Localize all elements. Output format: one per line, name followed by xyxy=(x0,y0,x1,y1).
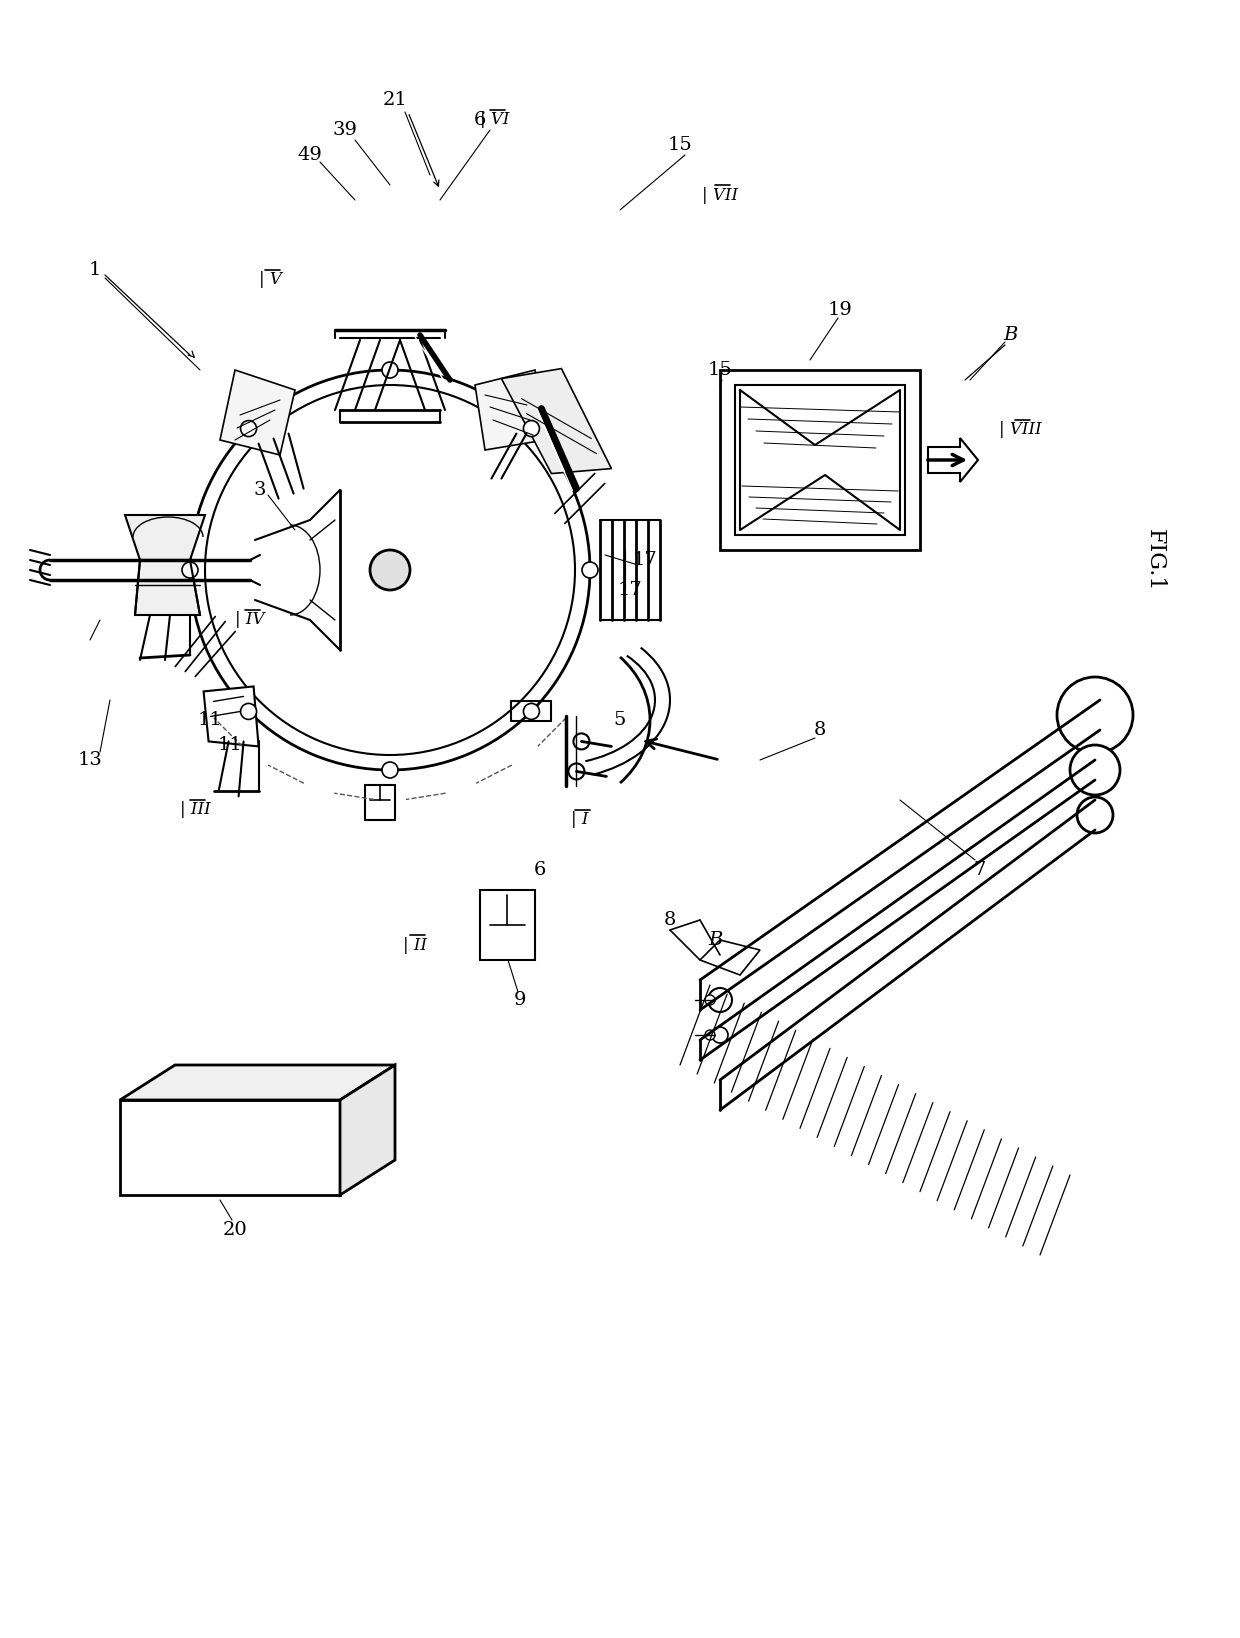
Polygon shape xyxy=(125,514,205,560)
Polygon shape xyxy=(135,560,200,614)
Circle shape xyxy=(382,762,398,778)
Circle shape xyxy=(370,550,410,590)
Text: 11: 11 xyxy=(197,711,222,729)
Circle shape xyxy=(241,703,257,719)
Text: 15: 15 xyxy=(667,136,692,154)
Circle shape xyxy=(568,763,584,780)
Text: B: B xyxy=(708,930,722,948)
Polygon shape xyxy=(928,437,978,482)
Text: 9: 9 xyxy=(513,991,526,1009)
Text: 6: 6 xyxy=(474,111,486,129)
Polygon shape xyxy=(701,940,760,975)
Text: 11: 11 xyxy=(218,735,242,753)
Text: | II: | II xyxy=(403,937,427,953)
Circle shape xyxy=(1056,676,1133,753)
Text: 39: 39 xyxy=(332,121,357,139)
Circle shape xyxy=(1070,745,1120,794)
Text: | V: | V xyxy=(259,272,281,288)
Text: 19: 19 xyxy=(827,301,852,319)
Circle shape xyxy=(241,421,257,437)
Bar xyxy=(720,370,920,550)
Polygon shape xyxy=(203,686,259,747)
Circle shape xyxy=(712,1027,728,1043)
Circle shape xyxy=(182,562,198,578)
Bar xyxy=(120,1101,340,1196)
Text: 6: 6 xyxy=(533,862,546,880)
Bar xyxy=(735,385,905,536)
Circle shape xyxy=(706,994,715,1006)
Text: 7: 7 xyxy=(973,862,986,880)
Polygon shape xyxy=(501,369,611,473)
Text: 13: 13 xyxy=(78,750,103,768)
Text: 17: 17 xyxy=(618,581,642,600)
Text: 1: 1 xyxy=(89,260,102,278)
Text: 49: 49 xyxy=(298,146,322,164)
Text: 21: 21 xyxy=(383,92,408,110)
Circle shape xyxy=(708,988,732,1012)
Text: FIG.1: FIG.1 xyxy=(1145,529,1166,591)
Polygon shape xyxy=(219,370,295,455)
Circle shape xyxy=(523,703,539,719)
Text: B: B xyxy=(1003,326,1017,344)
Text: 5: 5 xyxy=(614,711,626,729)
Text: | I: | I xyxy=(572,811,589,829)
Text: 15: 15 xyxy=(708,360,733,378)
Text: | VII: | VII xyxy=(702,187,738,203)
Text: 8: 8 xyxy=(813,721,826,739)
Polygon shape xyxy=(475,370,546,450)
Text: 8: 8 xyxy=(663,911,676,929)
Text: | IV: | IV xyxy=(236,611,265,629)
Circle shape xyxy=(382,362,398,378)
Bar xyxy=(480,889,534,960)
Text: 17: 17 xyxy=(632,550,657,568)
Polygon shape xyxy=(120,1065,396,1101)
Circle shape xyxy=(573,734,589,750)
Circle shape xyxy=(582,562,598,578)
Text: | VIII: | VIII xyxy=(998,421,1042,439)
Polygon shape xyxy=(340,1065,396,1196)
Text: 20: 20 xyxy=(223,1220,247,1238)
Circle shape xyxy=(1078,798,1114,834)
Text: | VI: | VI xyxy=(480,111,510,128)
Text: 3: 3 xyxy=(254,482,267,500)
Circle shape xyxy=(706,1030,715,1040)
Circle shape xyxy=(523,421,539,437)
Text: | III: | III xyxy=(180,801,211,819)
